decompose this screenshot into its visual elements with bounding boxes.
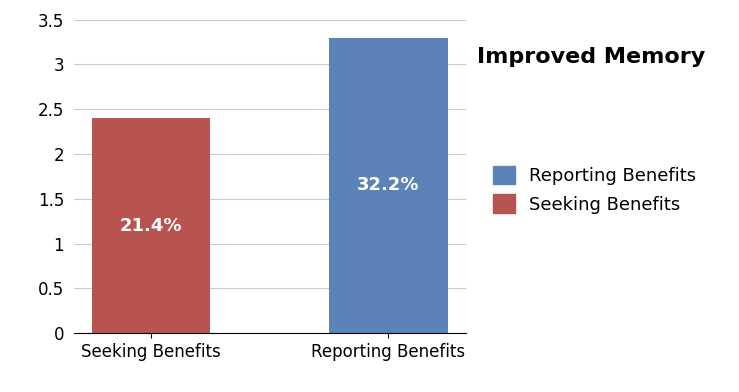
Text: 21.4%: 21.4%	[120, 217, 183, 235]
Text: Improved Memory: Improved Memory	[477, 47, 705, 67]
Text: 32.2%: 32.2%	[357, 176, 420, 194]
Bar	[92, 118, 211, 333]
Legend: Reporting Benefits, Seeking Benefits: Reporting Benefits, Seeking Benefits	[493, 166, 696, 214]
Bar	[329, 38, 448, 333]
